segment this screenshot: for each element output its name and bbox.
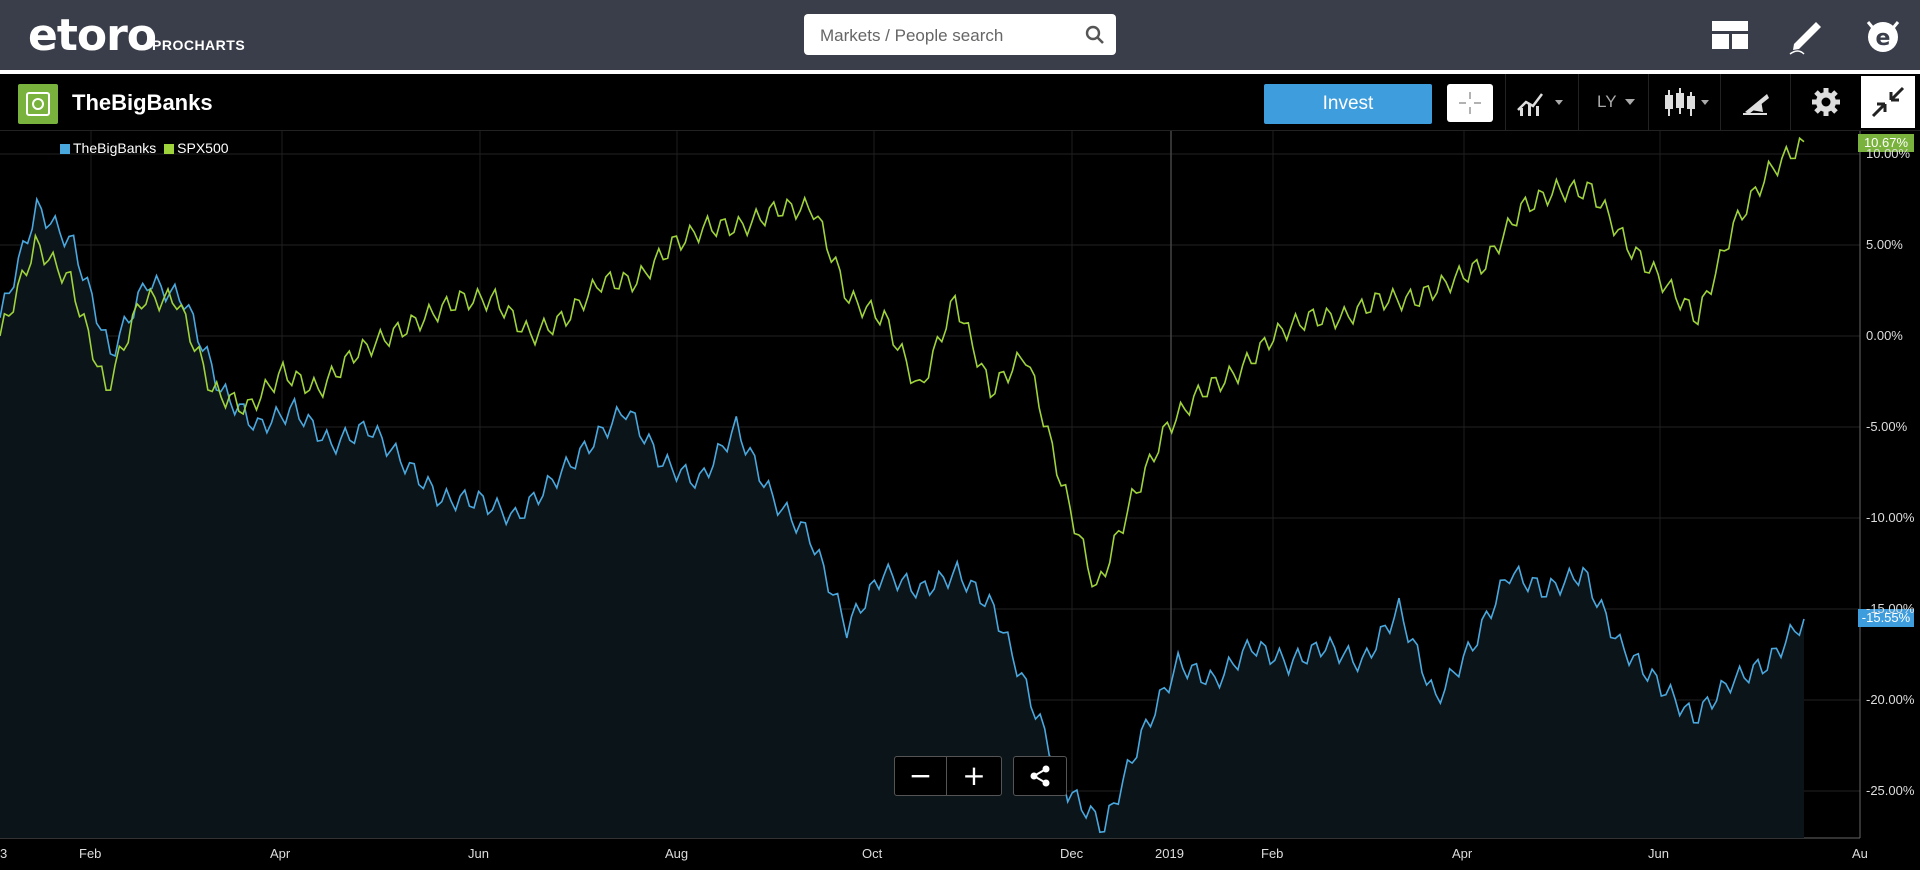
- y-tick-label: -10.00%: [1866, 510, 1915, 525]
- spx500-last-value: 10.67%: [1858, 134, 1914, 152]
- y-tick-label: 0.00%: [1866, 328, 1903, 343]
- gear-icon: [1812, 88, 1840, 116]
- y-tick-label: -5.00%: [1866, 419, 1908, 434]
- instrument-icon: [18, 84, 58, 124]
- search-box[interactable]: [804, 14, 1116, 57]
- collapse-icon: [1871, 86, 1905, 118]
- spx500-series-line: [0, 136, 1805, 588]
- x-tick-label: Oct: [862, 846, 883, 861]
- share-button[interactable]: [1013, 756, 1067, 796]
- legend-spx500[interactable]: SPX500: [177, 140, 229, 156]
- x-tick-label: 2019: [1155, 846, 1184, 861]
- header-separator: [0, 70, 1920, 74]
- period-label: LY: [1597, 92, 1617, 111]
- share-icon: [1030, 765, 1050, 787]
- spx500-swatch: [164, 144, 175, 154]
- x-tick-label: Apr: [1452, 846, 1473, 861]
- svg-text:e: e: [1876, 26, 1891, 51]
- legend-thebigbanks[interactable]: TheBigBanks: [73, 140, 157, 156]
- indicators-icon: [1517, 93, 1563, 116]
- thebigbanks-swatch: [60, 144, 70, 154]
- x-tick-label: Feb: [1261, 846, 1284, 861]
- chart-type-button[interactable]: [1648, 74, 1721, 130]
- x-tick-label: 3: [0, 846, 8, 861]
- procharts-label: PROCHARTS: [152, 37, 246, 53]
- invest-button[interactable]: Invest: [1264, 84, 1432, 124]
- period-selector[interactable]: LY: [1578, 74, 1649, 130]
- instrument-name: TheBigBanks: [72, 90, 213, 115]
- x-tick-label: Feb: [79, 846, 102, 861]
- search-icon[interactable]: [1084, 24, 1106, 46]
- indicators-button[interactable]: [1505, 74, 1579, 130]
- pencil-icon[interactable]: [1786, 14, 1828, 56]
- user-avatar-icon[interactable]: e: [1862, 14, 1904, 56]
- chart-legend: TheBigBanks SPX500: [60, 140, 229, 156]
- settings-button[interactable]: [1790, 74, 1861, 130]
- drawing-tools-icon: [1743, 94, 1769, 115]
- drawing-tools-button[interactable]: [1720, 74, 1791, 130]
- y-tick-label: -20.00%: [1866, 692, 1915, 707]
- x-tick-label: Dec: [1060, 846, 1084, 861]
- performance-chart[interactable]: [0, 131, 1920, 870]
- y-tick-label: -25.00%: [1866, 783, 1915, 798]
- etoro-logo[interactable]: etoro: [28, 10, 157, 61]
- zoom-controls: − +: [894, 756, 1002, 796]
- crosshair-icon: [1459, 92, 1481, 114]
- x-tick-label: Jun: [1648, 846, 1669, 861]
- y-tick-label: -15.00%: [1866, 601, 1915, 616]
- y-tick-label: 10.00%: [1866, 146, 1911, 161]
- x-tick-label: Aug: [665, 846, 689, 861]
- crosshair-button[interactable]: [1447, 84, 1493, 122]
- chevron-down-icon: [1625, 99, 1635, 105]
- y-tick-label: 5.00%: [1866, 237, 1903, 252]
- x-tick-label: Au: [1852, 846, 1868, 861]
- zoom-in-button[interactable]: +: [948, 757, 1000, 795]
- top-bar: etoro PROCHARTS e: [0, 0, 1920, 70]
- collapse-fullscreen-button[interactable]: [1861, 76, 1915, 128]
- layout-icon[interactable]: [1709, 14, 1751, 56]
- thebigbanks-series-line: [0, 196, 1805, 834]
- thebigbanks-area: [0, 199, 1804, 838]
- thebigbanks-last-value: -15.55%: [1858, 609, 1914, 627]
- zoom-out-button[interactable]: −: [895, 757, 947, 795]
- x-tick-label: Jun: [468, 846, 489, 861]
- x-tick-label: Apr: [270, 846, 291, 861]
- candlestick-icon: [1665, 88, 1709, 116]
- search-input[interactable]: [818, 14, 1082, 57]
- chart-toolbar: TheBigBanks Invest LY: [0, 74, 1920, 131]
